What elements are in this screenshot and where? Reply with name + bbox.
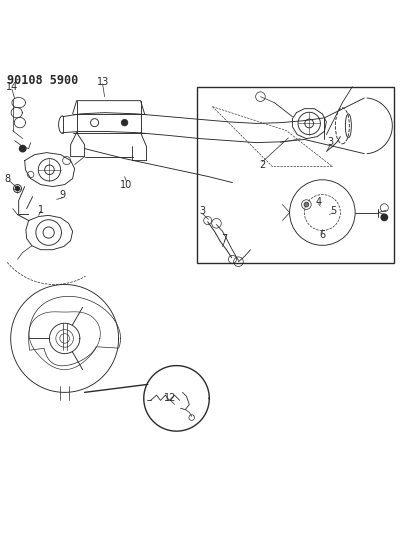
Text: 3: 3: [199, 206, 206, 216]
Text: 9: 9: [60, 190, 66, 200]
Text: 1: 1: [38, 205, 44, 215]
Circle shape: [122, 119, 128, 126]
Circle shape: [304, 202, 309, 207]
Circle shape: [20, 146, 26, 152]
Bar: [196, 87, 394, 263]
Text: 12: 12: [164, 393, 177, 402]
Text: 8: 8: [5, 174, 11, 183]
Circle shape: [16, 187, 20, 191]
Text: 13: 13: [97, 77, 109, 87]
Text: 4: 4: [315, 197, 322, 207]
Text: 10: 10: [120, 180, 133, 190]
Text: 7: 7: [221, 235, 228, 244]
Text: 2: 2: [259, 159, 265, 169]
Text: 5: 5: [330, 206, 336, 215]
Circle shape: [381, 214, 387, 221]
Text: 90108 5900: 90108 5900: [7, 74, 78, 87]
Text: 6: 6: [319, 230, 326, 240]
Text: 14: 14: [6, 82, 18, 92]
Text: 3: 3: [327, 137, 334, 147]
